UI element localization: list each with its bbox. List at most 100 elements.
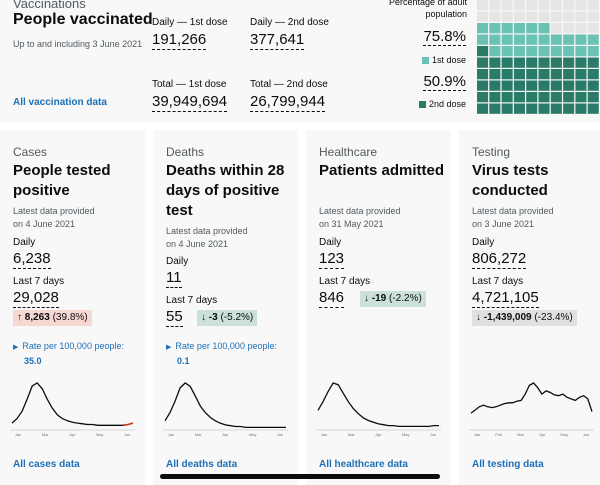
waffle-cell xyxy=(587,80,599,91)
waffle-cell xyxy=(575,103,587,114)
waffle-cell xyxy=(477,0,489,11)
waffle-cell xyxy=(550,80,562,91)
waffle-cell xyxy=(575,46,587,57)
waffle-cell xyxy=(563,92,575,103)
total-first-dose-label: Total — 1st dose xyxy=(152,79,227,90)
cases-title: People tested positive xyxy=(13,162,111,199)
sparkline-axis-tick: Apr xyxy=(539,432,546,437)
waffle-cell xyxy=(489,23,501,34)
waffle-cell xyxy=(501,80,513,91)
waffle-cell xyxy=(526,103,538,114)
waffle-cell xyxy=(513,80,525,91)
waffle-cell xyxy=(575,69,587,80)
healthcare-title: Patients admitted xyxy=(319,162,445,179)
waffle-cell xyxy=(477,34,489,45)
all-testing-data-link[interactable]: All testing data xyxy=(472,459,544,470)
waffle-cell xyxy=(550,92,562,103)
waffle-cell xyxy=(538,46,550,57)
sparkline-axis-tick: Mar xyxy=(42,432,50,437)
waffle-cell xyxy=(550,103,562,114)
all-deaths-data-link[interactable]: All deaths data xyxy=(166,459,238,470)
all-vaccination-data-link[interactable]: All vaccination data xyxy=(13,97,107,108)
waffle-cell xyxy=(489,103,501,114)
first-dose-percentage[interactable]: 75.8% xyxy=(423,28,466,46)
waffle-cell xyxy=(501,23,513,34)
waffle-cell xyxy=(501,92,513,103)
waffle-cell xyxy=(489,46,501,57)
waffle-cell xyxy=(563,80,575,91)
testing-daily-value[interactable]: 806,272 xyxy=(472,250,527,269)
cases-daily-label: Daily xyxy=(13,237,36,248)
testing-provided-label: Latest data provided xyxy=(472,206,554,216)
deaths-week-value[interactable]: 55 xyxy=(166,308,183,327)
testing-category: Testing xyxy=(472,145,511,159)
testing-week-value[interactable]: 4,721,105 xyxy=(472,289,539,308)
testing-card: Testing Virus tests conducted Latest dat… xyxy=(459,130,600,485)
waffle-cell xyxy=(563,0,575,11)
cases-rate-toggle[interactable]: ▶ Rate per 100,000 people: xyxy=(13,340,124,354)
testing-week-label: Last 7 days xyxy=(472,276,524,287)
waffle-cell xyxy=(526,0,538,11)
waffle-cell xyxy=(563,23,575,34)
sparkline-axis-tick: Mar xyxy=(348,432,356,437)
deaths-title: Deaths within 28 days of positive test xyxy=(166,162,285,219)
second-dose-legend-label: 2nd dose xyxy=(428,99,466,109)
first-dose-swatch xyxy=(421,56,429,64)
waffle-cell xyxy=(550,57,562,68)
waffle-cell xyxy=(563,57,575,68)
cases-change-badge[interactable]: ↑ 8,263 (39.8%) xyxy=(13,310,92,326)
sparkline-recent-segment xyxy=(122,422,134,427)
total-second-dose-value[interactable]: 26,799,944 xyxy=(250,93,326,112)
sparkline-axis-tick: Mar xyxy=(517,432,525,437)
healthcare-week-value[interactable]: 846 xyxy=(319,289,345,308)
waffle-cell xyxy=(477,69,489,80)
sparkline-axis-tick: Jan xyxy=(474,432,480,437)
cases-change-pct: (39.8%) xyxy=(52,312,88,323)
sparkline-axis-tick: Jun xyxy=(277,432,283,437)
waffle-cell xyxy=(513,92,525,103)
cases-category: Cases xyxy=(13,145,48,159)
waffle-cell xyxy=(550,11,562,22)
waffle-cell xyxy=(526,69,538,80)
second-dose-percentage[interactable]: 50.9% xyxy=(423,73,466,91)
triangle-right-icon: ▶ xyxy=(166,344,172,351)
sparkline-axis-tick: Apr xyxy=(69,432,76,437)
daily-second-dose-label: Daily — 2nd dose xyxy=(250,17,329,28)
sparkline-path xyxy=(470,382,593,414)
cases-provided-label: Latest data provided xyxy=(13,206,95,216)
daily-second-dose-value[interactable]: 377,641 xyxy=(250,31,305,50)
testing-sparkline: Jan Feb Mar Apr May Jun xyxy=(469,382,594,437)
total-first-dose-value[interactable]: 39,949,694 xyxy=(152,93,228,112)
cases-week-value[interactable]: 29,028 xyxy=(13,289,59,308)
waffle-cell xyxy=(587,23,599,34)
waffle-cell xyxy=(538,23,550,34)
waffle-cell xyxy=(501,57,513,68)
cases-daily-value[interactable]: 6,238 xyxy=(13,250,51,269)
vaccination-waffle-chart xyxy=(477,0,599,114)
testing-change-badge[interactable]: ↓ -1,439,009 (-23.4%) xyxy=(472,310,577,326)
healthcare-week-label: Last 7 days xyxy=(319,276,371,287)
deaths-provided-label: Latest data provided xyxy=(166,226,248,236)
healthcare-provided-label: Latest data provided xyxy=(319,206,401,216)
deaths-change-badge[interactable]: ↓ -3 (-5.2%) xyxy=(197,310,258,326)
sparkline-axis-tick: Mar xyxy=(195,432,203,437)
waffle-cell xyxy=(587,0,599,11)
deaths-rate-toggle[interactable]: ▶ Rate per 100,000 people: xyxy=(166,340,277,354)
waffle-cell xyxy=(563,103,575,114)
deaths-card: Deaths Deaths within 28 days of positive… xyxy=(153,130,298,485)
arrow-up-icon: ↑ xyxy=(17,312,22,323)
all-cases-data-link[interactable]: All cases data xyxy=(13,459,80,470)
daily-first-dose-value[interactable]: 191,266 xyxy=(152,31,207,50)
section-divider xyxy=(0,122,600,130)
healthcare-daily-value[interactable]: 123 xyxy=(319,250,345,269)
deaths-daily-value[interactable]: 11 xyxy=(166,269,182,288)
healthcare-change-badge[interactable]: ↓ -19 (-2.2%) xyxy=(360,291,426,307)
waffle-cell xyxy=(575,57,587,68)
waffle-cell xyxy=(550,46,562,57)
second-dose-legend: 2nd dose xyxy=(418,99,466,109)
waffle-cell xyxy=(501,34,513,45)
sparkline-axis-tick: May xyxy=(402,432,410,437)
waffle-cell xyxy=(538,103,550,114)
all-healthcare-data-link[interactable]: All healthcare data xyxy=(319,459,408,470)
waffle-cell xyxy=(489,11,501,22)
